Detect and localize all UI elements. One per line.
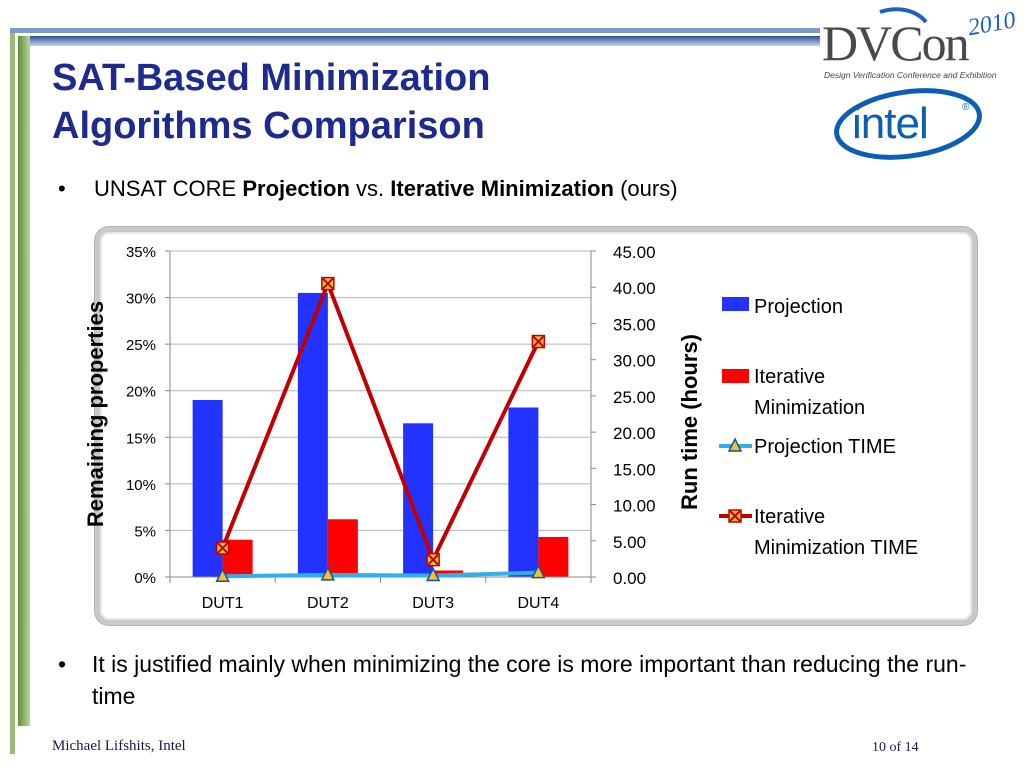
bar-projection xyxy=(297,292,328,577)
top-accent-bar-outer xyxy=(10,28,820,33)
intel-logo-text: intel xyxy=(852,99,928,148)
marker-projection-time xyxy=(320,566,336,581)
legend-swatch-projection xyxy=(722,297,749,311)
legend-label: Iterative xyxy=(754,506,825,528)
y-tick-label: 5% xyxy=(134,523,156,540)
slide-title-line1: SAT-Based Minimization xyxy=(52,57,491,99)
y2-tick-label: 45.00 xyxy=(613,243,656,262)
dvcon-logo: DVCon 2010 Design Verification Conferenc… xyxy=(822,7,1018,80)
bullet-vs: vs. xyxy=(349,176,391,201)
bullet-post: (ours) xyxy=(613,176,678,201)
x-tick-label: DUT1 xyxy=(202,595,244,612)
y-tick-label: 30% xyxy=(126,291,156,308)
chart-lines xyxy=(215,276,546,583)
slide-title-line2: Algorithms Comparison xyxy=(52,105,485,147)
dvcon-logo-text: DVCon xyxy=(822,15,970,71)
y-tick-label: 10% xyxy=(126,477,156,494)
bullet-pre: UNSAT CORE xyxy=(94,176,243,201)
legend-marker-projection-time xyxy=(727,437,743,452)
y-tick-label: 20% xyxy=(126,384,156,401)
x-tick-label: DUT4 xyxy=(517,595,559,612)
line-projection-time xyxy=(222,570,539,579)
legend-label: Projection TIME xyxy=(754,436,896,458)
line-iterative-time xyxy=(220,278,541,565)
marker-projection-time xyxy=(215,567,230,583)
y-axis-title: Remaining properties xyxy=(83,301,108,527)
legend-marker-iterative-time-x xyxy=(729,510,741,522)
top-accent-bar-inner xyxy=(30,36,820,46)
y-tick-label: 25% xyxy=(126,337,156,354)
marker-iterative-time-x xyxy=(216,542,229,554)
x-tick-label: DUT3 xyxy=(412,595,454,612)
legend-label-line2: Minimization TIME xyxy=(754,537,918,559)
footer-page-number: 10 of 14 xyxy=(872,740,919,755)
y2-tick-label: 5.00 xyxy=(613,533,646,552)
bullet-iterative: Iterative Minimization xyxy=(390,176,614,201)
chart-ticks: 0% 5% 10% 15% 20% 25% 30% 35% 0.00 5.00 10.00 15.00… xyxy=(126,243,656,612)
bullet-marker: • xyxy=(58,176,66,201)
y2-tick-label: 40.00 xyxy=(613,279,656,298)
legend-label-line2: Minimization xyxy=(754,397,865,419)
y2-tick-label: 10.00 xyxy=(613,497,656,516)
bullet-justification-text: It is justified mainly when minimizing t… xyxy=(92,651,967,709)
bar-projection xyxy=(508,407,539,577)
marker-projection-time xyxy=(531,563,546,579)
slide-title: SAT-Based Minimization Algorithms Compar… xyxy=(52,54,672,150)
y2-tick-label: 15.00 xyxy=(613,460,656,479)
chart-bars xyxy=(192,292,569,577)
marker-iterative-time-x xyxy=(532,335,545,348)
left-accent-bar-outer xyxy=(10,28,15,754)
footer-author: Michael Lifshits, Intel xyxy=(52,738,186,754)
y2-tick-label: 35.00 xyxy=(613,315,656,334)
bar-iterative xyxy=(538,536,569,577)
bar-iterative xyxy=(327,519,358,577)
y2-tick-label: 20.00 xyxy=(613,424,656,443)
bullet-projection: Projection xyxy=(242,176,350,201)
dvcon-tagline: Design Verification Conference and Exhib… xyxy=(824,70,997,80)
y2-tick-label: 25.00 xyxy=(613,388,656,407)
legend-label: Iterative xyxy=(754,366,825,388)
svg-text:®: ® xyxy=(962,102,970,113)
y-tick-label: 15% xyxy=(126,430,156,447)
intel-logo: intel ® xyxy=(834,88,982,160)
marker-iterative-time-x xyxy=(427,553,439,566)
marker-projection-time xyxy=(425,566,441,582)
y2-tick-label: 30.00 xyxy=(613,352,656,371)
legend-swatch-iterative xyxy=(722,369,749,383)
legend-label: Projection xyxy=(754,296,843,318)
left-accent-bar-inner xyxy=(18,36,30,726)
marker-iterative-time-x xyxy=(322,277,334,290)
y-tick-label: 0% xyxy=(134,570,156,587)
y2-tick-label: 0.00 xyxy=(613,569,646,588)
bullet-comparison-text: UNSAT CORE Projection vs. Iterative Mini… xyxy=(94,176,678,202)
y2-axis-title: Run time (hours) xyxy=(677,334,702,510)
chart-legend: Projection Iterative Minimization Projectio… xyxy=(719,296,918,559)
x-tick-label: DUT2 xyxy=(307,595,349,612)
y-tick-label: 35% xyxy=(126,244,156,261)
bullet-marker: • xyxy=(58,651,67,677)
